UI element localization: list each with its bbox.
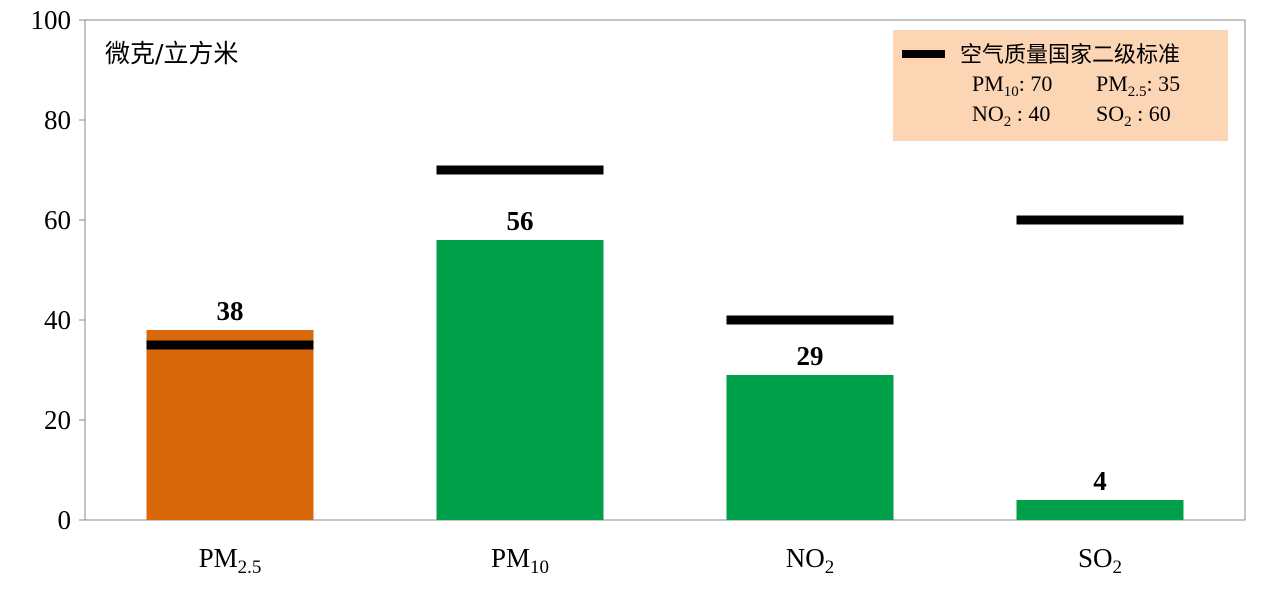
legend-entry: NO2 : 40 <box>972 101 1050 130</box>
axes: 0 20 40 60 80 100 PM2.5 PM10 NO2 SO2 <box>31 5 1246 578</box>
plot-frame <box>84 19 1246 521</box>
x-tick-label: PM10 <box>491 543 549 578</box>
standard-lines <box>146 165 1184 350</box>
legend-entry: PM10: 70 <box>972 71 1052 100</box>
legend: 空气质量国家二级标准 PM10: 70 PM2.5: 35 NO2 : 40 SO2 :… <box>893 30 1228 141</box>
bar <box>146 330 314 520</box>
data-label: 29 <box>797 341 824 371</box>
legend-box <box>893 30 1228 141</box>
data-label: 56 <box>507 206 534 236</box>
y-tick-label: 0 <box>58 505 72 535</box>
legend-title: 空气质量国家二级标准 <box>960 43 1180 68</box>
bars <box>146 240 1184 520</box>
data-label: 4 <box>1093 466 1107 496</box>
y-tick-label: 80 <box>44 105 71 135</box>
legend-entry: PM2.5: 35 <box>1096 71 1180 100</box>
x-tick-label: PM2.5 <box>199 543 262 578</box>
y-tick-label: 100 <box>31 5 72 35</box>
bar <box>726 375 894 520</box>
y-tick-label: 60 <box>44 205 71 235</box>
data-labels: 38 56 29 4 <box>217 206 1107 496</box>
y-tick-label: 40 <box>44 305 71 335</box>
x-tick-label: SO2 <box>1078 543 1122 578</box>
unit-label: 微克/立方米 <box>105 39 238 68</box>
bar <box>1016 500 1184 520</box>
bar <box>436 240 604 520</box>
legend-entry: SO2 : 60 <box>1096 101 1171 130</box>
x-tick-label: NO2 <box>786 543 835 578</box>
y-tick-label: 20 <box>44 405 71 435</box>
data-label: 38 <box>217 296 244 326</box>
